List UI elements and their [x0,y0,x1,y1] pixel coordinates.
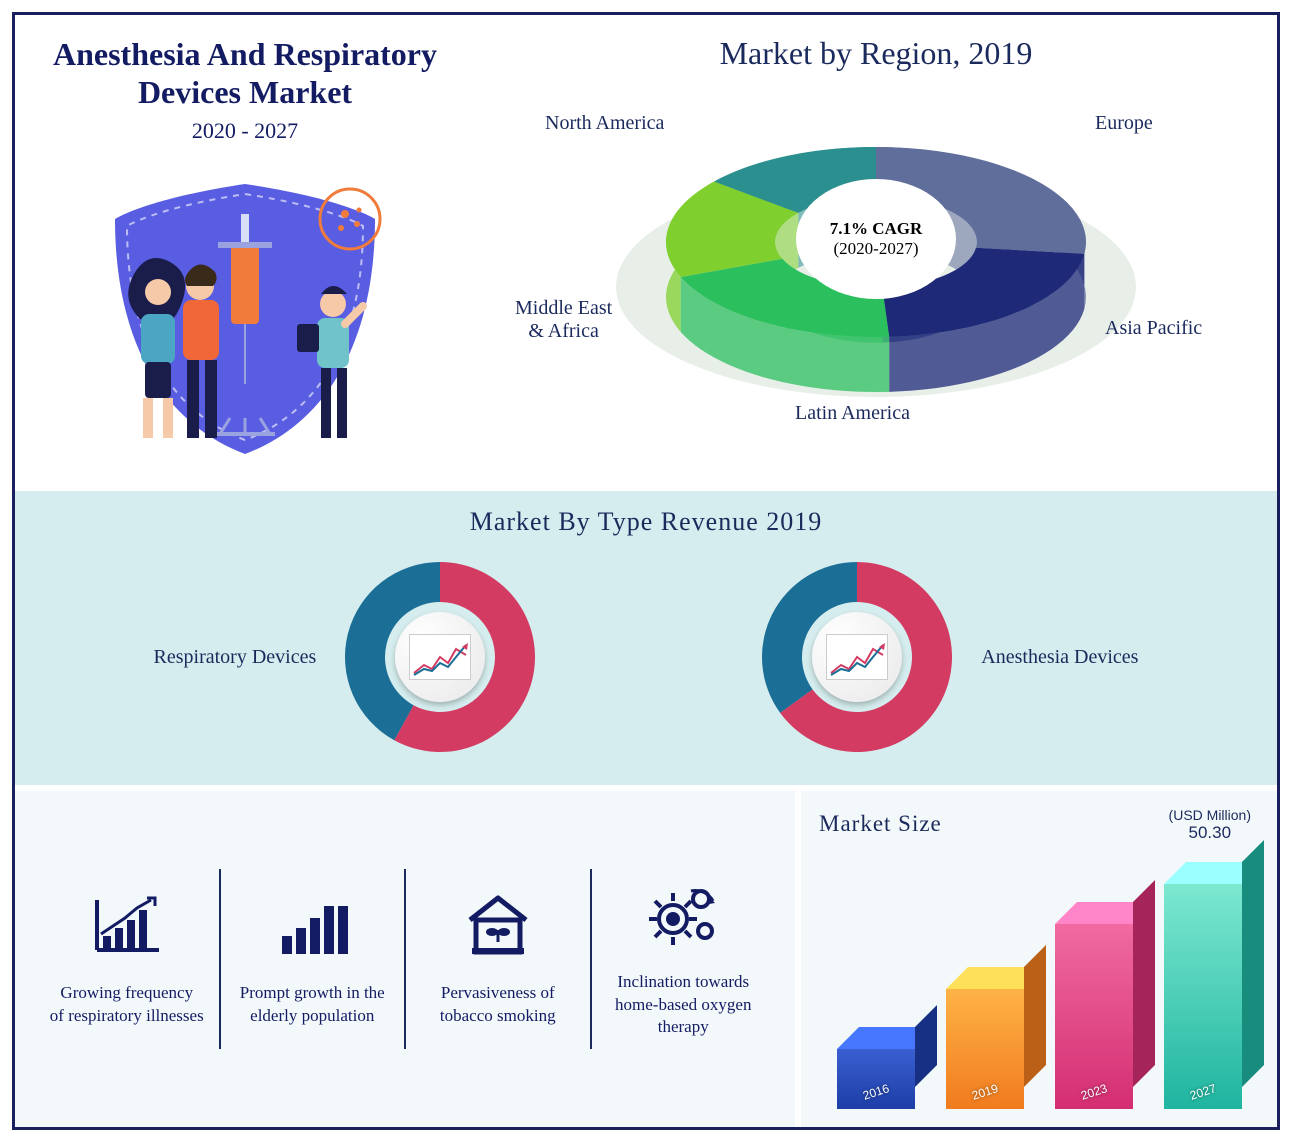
region-center-badge: 7.1% CAGR (2020-2027) [796,179,956,299]
type-donut [340,557,540,757]
market-size-panel: Market Size (USD Million) 50.30 20162019… [795,791,1277,1127]
donut-center-icon [395,612,485,702]
type-revenue-panel: Market By Type Revenue 2019 Respiratory … [15,485,1277,785]
growth-chart-icon [87,890,167,960]
market-size-bar: 2016 [837,1049,915,1109]
cagr-period: (2020-2027) [834,239,919,259]
driver-text: Growing frequencyof respiratory illnesse… [50,982,204,1028]
main-title: Anesthesia And Respiratory Devices Marke… [25,35,465,112]
house-plant-icon [458,890,538,960]
title-line1: Anesthesia And Respiratory [53,36,437,72]
type-donut-block: Anesthesia Devices [757,557,1138,757]
market-size-bar: 2023 [1055,924,1133,1109]
title-years: 2020 - 2027 [25,118,465,144]
type-donut-label: Anesthesia Devices [981,646,1138,669]
drivers-panel: Growing frequencyof respiratory illnesse… [15,791,795,1127]
driver-item: Inclination towards home-based oxygen th… [592,879,776,1040]
region-label: Europe [1095,112,1153,135]
market-size-bar: 2019 [946,989,1024,1109]
region-title: Market by Region, 2019 [485,35,1267,72]
market-size-bars: 2016 2019 2023 2027 [821,879,1257,1109]
bottom-row: Growing frequencyof respiratory illnesse… [15,785,1277,1127]
driver-text: Prompt growth in the elderly population [231,982,395,1028]
type-donut [757,557,957,757]
type-donut-block: Respiratory Devices [154,557,541,757]
donut-center-icon [812,612,902,702]
bar-growth-icon [272,890,352,960]
type-donut-label: Respiratory Devices [154,646,317,669]
market-size-unit: (USD Million) 50.30 [1169,807,1251,843]
driver-text: Inclination towards home-based oxygen th… [602,971,766,1040]
hero-illustration [25,164,465,464]
driver-item: Growing frequencyof respiratory illnesse… [35,890,219,1028]
driver-item: Prompt growth in the elderly population [221,890,405,1028]
region-label: Latin America [795,402,910,425]
region-panel: Market by Region, 2019 7.1% CAGR (2020-2… [475,15,1277,485]
cagr-value: 7.1% CAGR [830,219,923,239]
donut-row: Respiratory Devices Anesthesia Devices [45,547,1247,767]
driver-item: Pervasiveness of tobacco smoking [406,890,590,1028]
market-size-bar: 2027 [1164,884,1242,1109]
driver-text: Pervasiveness of tobacco smoking [416,982,580,1028]
infographic-frame: Anesthesia And Respiratory Devices Marke… [12,12,1280,1130]
region-label: North America [545,112,664,135]
top-row: Anesthesia And Respiratory Devices Marke… [15,15,1277,485]
title-line2: Devices Market [138,74,352,110]
region-label: Middle East& Africa [515,297,612,343]
region-donut-3d: 7.1% CAGR (2020-2027) North America Europ… [485,72,1267,442]
title-panel: Anesthesia And Respiratory Devices Marke… [15,15,475,485]
gears-icon [643,879,723,949]
type-revenue-title: Market By Type Revenue 2019 [45,507,1247,537]
region-label: Asia Pacific [1105,317,1202,340]
